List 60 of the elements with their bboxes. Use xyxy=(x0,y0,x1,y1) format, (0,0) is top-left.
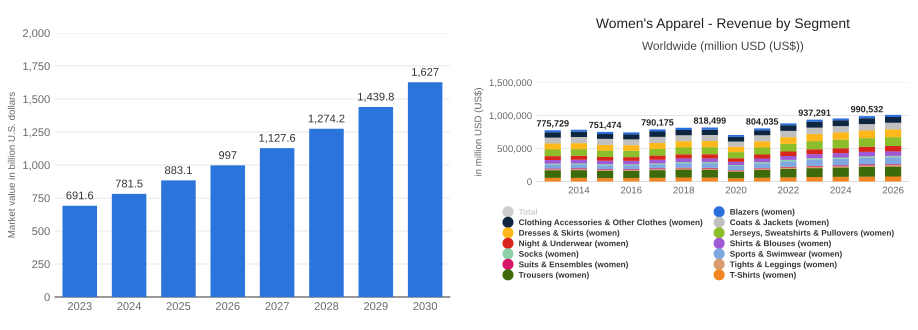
y-tick-label: 500 xyxy=(32,227,50,236)
legend-label: Shirts & Blouses (women) xyxy=(730,240,831,248)
legend-label: Tights & Leggings (women) xyxy=(730,261,837,269)
y-tick-label: 0 xyxy=(527,178,532,186)
data-label: 997 xyxy=(219,151,236,160)
total-label: 790,175 xyxy=(642,119,674,127)
x-tick-label: 2023 xyxy=(68,302,92,310)
total-label: 804,035 xyxy=(746,118,778,126)
data-label: 1,274.2 xyxy=(308,114,344,124)
data-label: 1,627 xyxy=(412,68,438,78)
total-label: 818,499 xyxy=(694,117,726,126)
legend-label: Trousers (women) xyxy=(518,272,589,280)
legend-label: Jerseys, Sweatshirts & Pullovers (women) xyxy=(730,230,894,238)
y-tick-label: 1,500 xyxy=(23,95,50,104)
x-tick-label: 2016 xyxy=(620,186,642,194)
legend-label: Socks (women) xyxy=(518,250,578,258)
y-tick-label: 500,000 xyxy=(497,145,532,154)
chart-title: Women's Apparel - Revenue by Segment xyxy=(596,18,850,31)
x-tick-label: 2028 xyxy=(314,302,338,310)
data-label: 883.1 xyxy=(165,166,192,174)
legend-label: Blazers (women) xyxy=(730,208,794,216)
x-tick-label: 2024 xyxy=(830,186,852,194)
y-tick-label: 750 xyxy=(32,194,50,202)
y-tick-label: 1,000,000 xyxy=(490,112,532,120)
total-label: 937,291 xyxy=(798,109,831,118)
data-label: 781.5 xyxy=(116,180,143,188)
y-tick-label: 250 xyxy=(32,260,50,268)
legend-label: Dresses & Skirts (women) xyxy=(519,230,620,238)
x-tick-label: 2022 xyxy=(778,186,799,194)
x-tick-label: 2025 xyxy=(166,302,190,310)
total-label: 775,729 xyxy=(536,120,569,128)
y-tick-label: 1,750 xyxy=(23,62,50,72)
total-label: 990,532 xyxy=(850,106,883,114)
x-tick-label: 2014 xyxy=(568,186,590,194)
y-axis-title: Market value in billion U.S. dollars xyxy=(8,92,15,238)
total-label: 751,474 xyxy=(589,122,622,130)
x-tick-label: 2027 xyxy=(265,302,289,310)
x-tick-label: 2020 xyxy=(726,186,746,194)
x-tick-label: 2026 xyxy=(216,302,240,310)
y-axis-title: in million USD (US$) xyxy=(474,88,484,176)
legend-label: Suits & Ensembles (women) xyxy=(518,261,628,269)
legend-label: Night & Underwear (women) xyxy=(519,240,628,248)
y-tick-label: 1,250 xyxy=(23,128,50,138)
x-tick-label: 2030 xyxy=(413,302,438,310)
data-label: 1,439.8 xyxy=(358,92,394,102)
data-label: 691.6 xyxy=(66,191,94,200)
legend-label: Coats & Jackets (women) xyxy=(730,219,829,227)
y-tick-label: 1,500,000 xyxy=(490,79,532,88)
x-tick-label: 2026 xyxy=(882,186,904,194)
y-tick-label: 0 xyxy=(44,293,50,302)
legend-label: T-Shirts (women) xyxy=(730,272,796,280)
y-tick-label: 1,000 xyxy=(23,161,50,170)
legend-label: Sports & Swimwear (women) xyxy=(730,250,842,258)
x-tick-label: 2029 xyxy=(364,302,388,310)
chart-subtitle: Worldwide (million USD (US$)) xyxy=(642,41,804,52)
legend-label: Clothing Accessories & Other Clothes (women) xyxy=(518,219,702,227)
x-tick-label: 2018 xyxy=(673,186,694,194)
data-label: 1,127.6 xyxy=(259,134,296,144)
x-tick-label: 2024 xyxy=(117,302,142,310)
y-tick-label: 2,000 xyxy=(22,29,50,38)
